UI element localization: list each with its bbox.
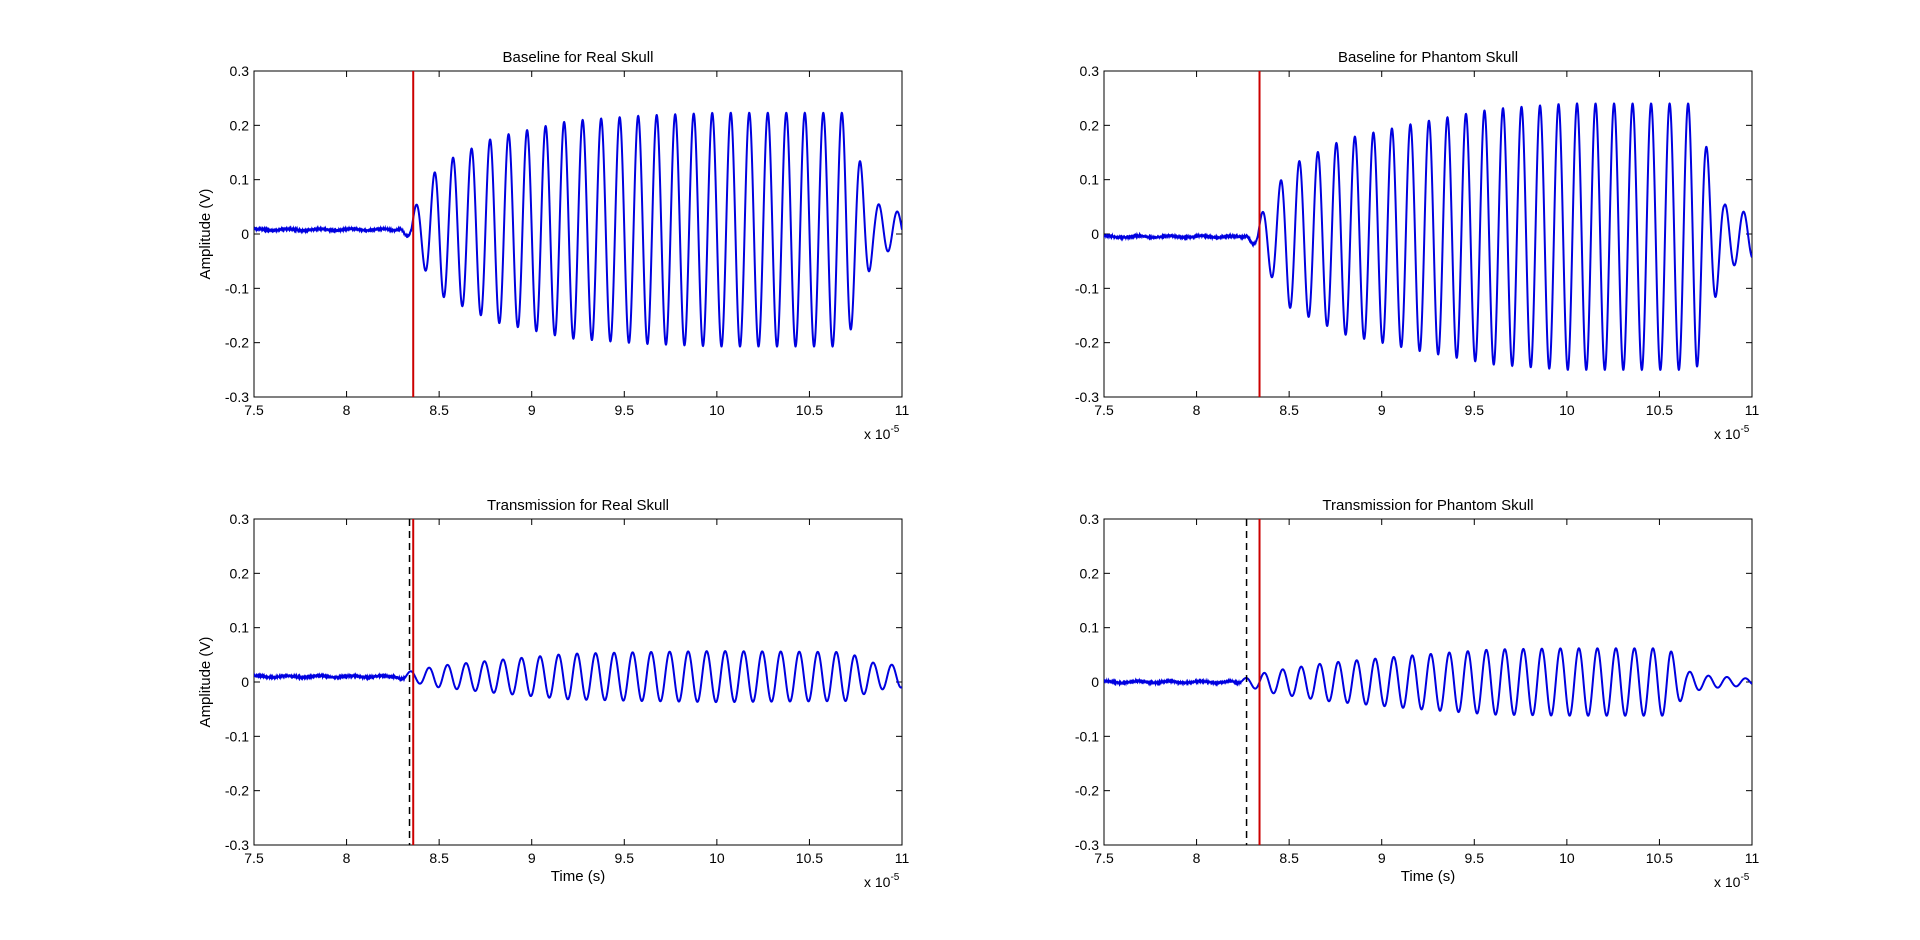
x-tick-label: 9.5 <box>1465 850 1485 866</box>
signal-trace <box>1104 647 1752 717</box>
y-tick-label: -0.3 <box>225 837 249 853</box>
y-tick-label: 0 <box>241 226 249 242</box>
subplot-3: 7.5 8 8.5 9 9.5 10 10.5 11 -0.3 -0.2 -0.1 0 0.1 0.2 0.… <box>197 497 909 890</box>
x-tick-label: 8.5 <box>1279 402 1299 418</box>
y-tick-label: 0.1 <box>230 620 250 636</box>
x-tick-label: 10.5 <box>1646 850 1673 866</box>
y-axis-label: Amplitude (V) <box>197 189 214 280</box>
x-tick-label: 8.5 <box>1279 850 1299 866</box>
y-tick-label: -0.3 <box>1075 837 1099 853</box>
x-tick-label: 11 <box>895 850 910 866</box>
x-tick-label: 11 <box>1745 402 1760 418</box>
x-tick-label: 9 <box>528 402 536 418</box>
x-tick-label: 9 <box>1378 850 1386 866</box>
x-tick-label: 9.5 <box>615 850 635 866</box>
y-tick-label: -0.2 <box>1075 335 1099 351</box>
y-tick-label: -0.2 <box>1075 783 1099 799</box>
y-tick-label: 0.2 <box>230 117 250 133</box>
x-tick-label: 11 <box>1745 850 1760 866</box>
signal-trace <box>1104 102 1752 372</box>
y-tick-label: -0.3 <box>225 389 249 405</box>
x-tick-label: 9 <box>1378 402 1386 418</box>
x-tick-label: 7.5 <box>1094 402 1114 418</box>
y-tick-label: 0.2 <box>230 565 250 581</box>
x-tick-label: 8 <box>343 850 351 866</box>
x-axis-label: Time (s) <box>551 868 605 885</box>
y-tick-label: 0.3 <box>230 63 250 79</box>
y-tick-label: 0.1 <box>1080 620 1100 636</box>
x-tick-label: 10.5 <box>1646 402 1673 418</box>
y-tick-label: -0.2 <box>225 335 249 351</box>
y-tick-label: -0.1 <box>1075 728 1099 744</box>
subplot-title: Transmission for Real Skull <box>487 497 669 514</box>
x-tick-label: 7.5 <box>244 850 264 866</box>
signal-trace <box>254 111 902 348</box>
x-axis-label: Time (s) <box>1401 868 1455 885</box>
y-tick-label: 0.3 <box>1080 63 1100 79</box>
x-tick-label: 10.5 <box>796 850 823 866</box>
x-tick-label: 10 <box>709 850 725 866</box>
x-scale-factor: x 10-5 <box>1714 424 1750 442</box>
x-tick-label: 10 <box>709 402 725 418</box>
x-tick-label: 9.5 <box>1465 402 1485 418</box>
subplot-title: Baseline for Real Skull <box>503 49 654 66</box>
x-tick-label: 10.5 <box>796 402 823 418</box>
x-scale-factor: x 10-5 <box>864 424 900 442</box>
x-tick-label: 7.5 <box>244 402 264 418</box>
y-tick-label: 0 <box>1091 674 1099 690</box>
x-tick-label: 8 <box>1193 850 1201 866</box>
x-tick-label: 8.5 <box>429 850 449 866</box>
subplot-2: 7.5 8 8.5 9 9.5 10 10.5 11 -0.3 -0.2 -0.1 0 0.1 0.2 0.… <box>1075 49 1760 442</box>
x-tick-label: 8.5 <box>429 402 449 418</box>
y-tick-label: 0.1 <box>1080 172 1100 188</box>
x-tick-label: 8 <box>1193 402 1201 418</box>
y-tick-label: 0.1 <box>230 172 250 188</box>
x-tick-label: 8 <box>343 402 351 418</box>
x-scale-factor: x 10-5 <box>1714 872 1750 890</box>
x-tick-label: 10 <box>1559 402 1575 418</box>
x-tick-label: 9.5 <box>615 402 635 418</box>
signal-trace <box>254 650 902 704</box>
x-tick-label: 7.5 <box>1094 850 1114 866</box>
y-tick-label: 0 <box>1091 226 1099 242</box>
x-tick-label: 10 <box>1559 850 1575 866</box>
y-tick-label: -0.1 <box>225 728 249 744</box>
y-tick-label: 0.3 <box>1080 511 1100 527</box>
y-tick-label: -0.1 <box>225 280 249 296</box>
x-tick-label: 9 <box>528 850 536 866</box>
y-tick-label: 0.3 <box>230 511 250 527</box>
y-tick-label: -0.1 <box>1075 280 1099 296</box>
x-tick-label: 11 <box>895 402 910 418</box>
subplot-title: Baseline for Phantom Skull <box>1338 49 1518 66</box>
subplot-title: Transmission for Phantom Skull <box>1322 497 1533 514</box>
y-axis-label: Amplitude (V) <box>197 637 214 728</box>
y-tick-label: -0.2 <box>225 783 249 799</box>
x-scale-factor: x 10-5 <box>864 872 900 890</box>
y-tick-label: 0 <box>241 674 249 690</box>
subplot-4: 7.5 8 8.5 9 9.5 10 10.5 11 -0.3 -0.2 -0.1 0 0.1 0.2 0.… <box>1075 497 1760 890</box>
y-tick-label: 0.2 <box>1080 565 1100 581</box>
y-tick-label: -0.3 <box>1075 389 1099 405</box>
y-tick-label: 0.2 <box>1080 117 1100 133</box>
subplot-1: 7.5 8 8.5 9 9.5 10 10.5 11 -0.3 -0.2 -0.1 0 0.1 0.2 0.… <box>197 49 909 442</box>
